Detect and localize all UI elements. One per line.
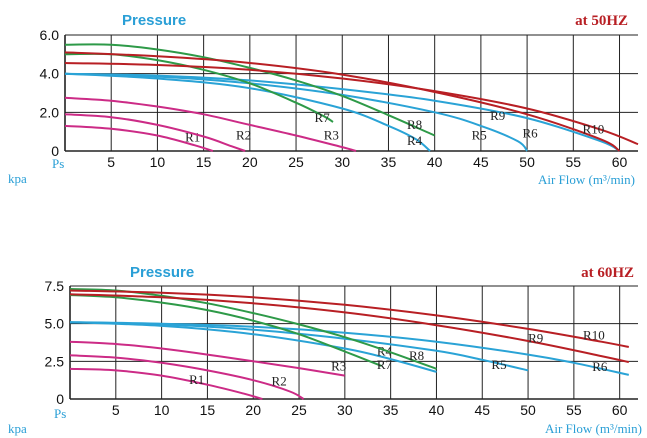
curve-label-r1-60hz: R1 <box>189 372 204 387</box>
chart-60hz-x-tick-label: 5 <box>112 402 120 418</box>
curve-label-r10-50hz: R10 <box>583 122 605 137</box>
chart-60hz-y-tick-label: 0 <box>56 391 64 407</box>
chart-60hz-x-tick-label: 55 <box>566 402 582 418</box>
chart-50hz-y-ticks: 0 2.0 4.0 6.0 <box>40 27 60 159</box>
chart-50hz-x-tick-label: 20 <box>242 154 258 170</box>
chart-60hz-x-tick-label: 50 <box>520 402 536 418</box>
curve-label-r8-60hz: R8 <box>409 348 424 363</box>
curve-label-r6-60hz: R6 <box>592 359 608 374</box>
curve-label-r7-60hz: R7 <box>377 357 393 372</box>
curve-r3-60hz <box>69 340 345 377</box>
chart-60hz-x-tick-label: 30 <box>337 402 353 418</box>
curve-r5-50hz <box>64 72 528 152</box>
curve-label-r3-50hz: R3 <box>324 127 339 142</box>
curve-label-r8-50hz: R8 <box>407 117 422 132</box>
chart-50hz-x-tick-label: 40 <box>427 154 443 170</box>
chart-60hz-x-axis-label: Air Flow (m³/min) <box>545 421 642 436</box>
curve-r8-50hz <box>64 43 436 137</box>
chart-60hz-y-ticks: 0 2.5 5.0 7.5 <box>45 278 65 407</box>
curve-label-r9-60hz: R9 <box>528 331 543 346</box>
chart-50hz-x-ticks: 5 10 15 20 25 30 35 40 45 50 55 60 <box>107 154 627 170</box>
curve-label-r9-50hz: R9 <box>490 108 505 123</box>
chart-50hz-y-tick-label: 6.0 <box>40 27 60 43</box>
chart-60hz-x-tick-label: 20 <box>245 402 261 418</box>
chart-50hz-x-tick-label: 25 <box>288 154 304 170</box>
chart-60hz-y-tick-label: 7.5 <box>45 278 65 294</box>
chart-50hz-x-tick-label: 60 <box>612 154 628 170</box>
curve-r4-60hz <box>69 321 437 373</box>
curve-label-r5-60hz: R5 <box>491 357 506 372</box>
chart-60hz-title: Pressure <box>130 264 194 281</box>
curve-r9-60hz <box>69 293 630 364</box>
chart-60hz-x-tick-label: 40 <box>429 402 445 418</box>
chart-50hz-y-tick-label: 0 <box>51 143 59 159</box>
curve-label-r2-50hz: R2 <box>236 127 251 142</box>
chart-60hz-x-ticks: 5 10 15 20 25 30 35 40 45 50 55 60 <box>112 402 628 418</box>
chart-50hz-x-tick-label: 5 <box>107 154 115 170</box>
chart-60hz-grid <box>69 285 638 400</box>
chart-60hz-x-tick-label: 10 <box>154 402 170 418</box>
chart-50hz-x-tick-label: 55 <box>566 154 582 170</box>
curve-r7-60hz <box>69 294 382 367</box>
chart-60hz-y-tick-label: 2.5 <box>45 353 65 369</box>
chart-60hz-y-unit: kpa <box>8 421 27 436</box>
curve-r2-60hz <box>69 354 305 400</box>
curve-r9-50hz <box>64 51 621 152</box>
chart-50hz-x-tick-label: 45 <box>473 154 489 170</box>
curve-r1-50hz <box>64 124 214 152</box>
chart-50hz-y-tick-label: 2.0 <box>40 104 60 120</box>
chart-50hz-y-unit: kpa <box>8 171 27 186</box>
curve-label-r7-50hz: R7 <box>315 110 331 125</box>
chart-50hz-x-tick-label: 50 <box>519 154 535 170</box>
chart-50hz-y-tick-label: 4.0 <box>40 66 60 82</box>
chart-60hz-x-tick-label: 25 <box>291 402 307 418</box>
chart-50hz-x-tick-label: 35 <box>381 154 397 170</box>
curve-label-r10-60hz: R10 <box>583 327 605 342</box>
chart-60hz-y-tick-label: 5.0 <box>45 316 65 332</box>
curve-r3-50hz <box>64 96 357 152</box>
curve-label-r6-50hz: R6 <box>522 125 538 140</box>
curve-r10-50hz <box>64 62 639 146</box>
chart-60hz-x-tick-label: 15 <box>200 402 216 418</box>
curve-r4-50hz <box>64 72 431 152</box>
chart-50hz-title: Pressure <box>122 12 186 29</box>
curve-label-r2-60hz: R2 <box>272 373 287 388</box>
curve-label-r5-50hz: R5 <box>472 127 487 142</box>
chart-60hz-x-tick-label: 60 <box>612 402 628 418</box>
chart-60hz-y-axis-label: Ps <box>54 406 66 421</box>
chart-60hz-x-tick-label: 45 <box>474 402 490 418</box>
curve-label-r4-50hz: R4 <box>407 133 423 148</box>
curve-r6-60hz <box>69 321 630 376</box>
chart-60hz-x-tick-label: 35 <box>383 402 399 418</box>
chart-50hz-x-tick-label: 15 <box>196 154 212 170</box>
chart-50hz-frequency: at 50HZ <box>575 13 628 29</box>
chart-50hz-x-axis-label: Air Flow (m³/min) <box>538 172 635 187</box>
chart-60hz-frequency: at 60HZ <box>581 265 634 281</box>
chart-50hz-x-tick-label: 10 <box>150 154 166 170</box>
curve-r6-50hz <box>64 72 621 152</box>
curve-label-r3-60hz: R3 <box>331 358 346 373</box>
curve-r10-60hz <box>69 289 629 348</box>
chart-50hz-y-axis-label: Ps <box>52 156 64 171</box>
curve-r2-50hz <box>64 113 246 152</box>
curve-r1-60hz <box>69 367 263 400</box>
chart-50hz-x-tick-label: 30 <box>334 154 350 170</box>
